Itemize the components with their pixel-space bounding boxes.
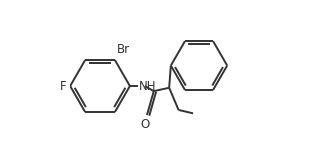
Text: O: O bbox=[141, 118, 150, 131]
Text: Br: Br bbox=[117, 43, 130, 56]
Text: NH: NH bbox=[139, 80, 157, 93]
Text: F: F bbox=[60, 80, 67, 93]
